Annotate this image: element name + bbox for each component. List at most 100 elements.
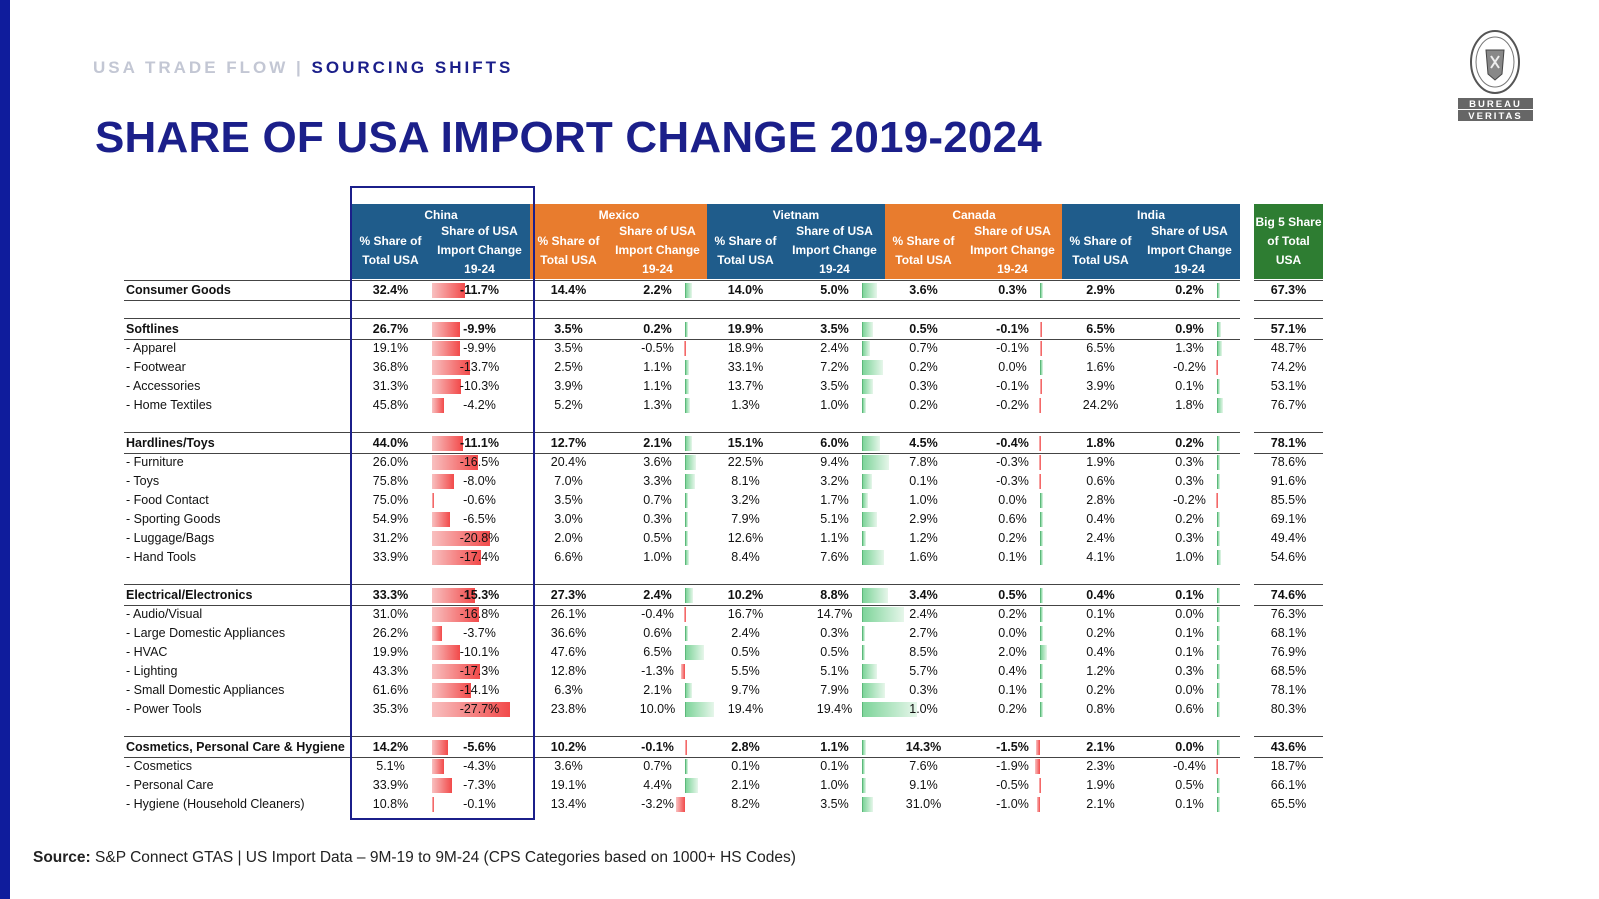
- share-total-cell: 2.8%: [731, 740, 760, 754]
- change-bar: [862, 283, 877, 298]
- change-bar: [1040, 645, 1047, 660]
- change-bar: [1217, 778, 1220, 793]
- group-under-rule: [124, 339, 1240, 340]
- import-change-cell: 0.0%: [1175, 740, 1204, 754]
- change-bar: [1217, 474, 1220, 489]
- import-change-cell: 10.0%: [639, 702, 676, 716]
- big5-share-cell: 66.1%: [1270, 778, 1307, 792]
- left-accent-bar: [0, 0, 10, 899]
- change-bar: [1040, 550, 1043, 565]
- import-change-cell: 14.7%: [816, 607, 853, 621]
- change-bar: [432, 778, 453, 793]
- share-total-cell: 0.2%: [1086, 683, 1115, 697]
- change-bar: [862, 512, 878, 527]
- change-bar: [685, 322, 688, 337]
- share-total-cell: 5.5%: [731, 664, 760, 678]
- share-total-subheader: % Share of Total USA: [714, 234, 777, 267]
- change-bar: [862, 740, 867, 755]
- import-change-cell: 9.4%: [820, 455, 849, 469]
- change-bar: [432, 455, 479, 470]
- import-change-cell: -4.3%: [463, 759, 496, 773]
- import-change-subheader: Share of USA Import Change 19-24: [437, 224, 522, 276]
- import-change-cell: 1.1%: [643, 360, 672, 374]
- subcategory-row-label: - Footwear: [126, 360, 186, 374]
- import-change-cell: -0.1%: [996, 322, 1029, 336]
- import-change-cell: -0.1%: [996, 341, 1029, 355]
- share-total-cell: 2.5%: [554, 360, 583, 374]
- share-total-cell: 10.2%: [727, 588, 764, 602]
- share-total-cell: 54.9%: [372, 512, 409, 526]
- source-footnote: Source: S&P Connect GTAS | US Import Dat…: [33, 849, 796, 867]
- change-bar: [1039, 341, 1042, 356]
- share-total-cell: 36.6%: [550, 626, 587, 640]
- group-under-rule: [124, 300, 1240, 301]
- change-bar: [862, 778, 866, 793]
- share-total-cell: 14.0%: [727, 283, 764, 297]
- import-change-cell: 1.0%: [1175, 550, 1204, 564]
- import-change-cell: 1.3%: [643, 398, 672, 412]
- group-top-rule-big5: [1254, 584, 1323, 585]
- import-change-cell: 3.5%: [820, 322, 849, 336]
- share-total-cell: 23.8%: [550, 702, 587, 716]
- group-top-rule: [124, 432, 1240, 433]
- import-change-cell: 0.0%: [1175, 607, 1204, 621]
- import-change-cell: 0.1%: [820, 759, 849, 773]
- import-change-cell: 3.6%: [643, 455, 672, 469]
- import-change-cell: 3.5%: [820, 797, 849, 811]
- big5-share-cell: 69.1%: [1270, 512, 1307, 526]
- import-change-cell: 6.0%: [820, 436, 849, 450]
- big5-share-cell: 78.1%: [1270, 683, 1307, 697]
- change-bar: [1217, 512, 1220, 527]
- share-total-cell: 0.8%: [1086, 702, 1115, 716]
- import-change-cell: 3.3%: [643, 474, 672, 488]
- change-bar: [685, 512, 688, 527]
- logo-line1: BUREAU: [1469, 99, 1522, 110]
- subcategory-row-label: - Hygiene (Household Cleaners): [126, 797, 305, 811]
- import-change-cell: -16.5%: [459, 455, 500, 469]
- share-total-cell: 5.2%: [554, 398, 583, 412]
- import-change-cell: 0.3%: [1175, 531, 1204, 545]
- import-change-cell: -1.3%: [641, 664, 674, 678]
- big5-share-cell: 76.3%: [1270, 607, 1307, 621]
- big5-share-cell: 65.5%: [1270, 797, 1307, 811]
- import-change-cell: -15.3%: [459, 588, 500, 602]
- change-bar: [1217, 664, 1220, 679]
- change-bar: [862, 645, 865, 660]
- share-total-cell: 35.3%: [372, 702, 409, 716]
- change-bar: [432, 683, 472, 698]
- share-total-cell: 12.8%: [550, 664, 587, 678]
- change-bar: [685, 778, 699, 793]
- change-bar: [1217, 797, 1220, 812]
- import-change-cell: -0.2%: [1173, 493, 1206, 507]
- change-bar: [862, 607, 905, 622]
- share-total-cell: 2.4%: [731, 626, 760, 640]
- change-bar: [1039, 398, 1042, 413]
- share-total-cell: 7.9%: [731, 512, 760, 526]
- change-bar: [1039, 455, 1042, 470]
- import-change-cell: 0.1%: [998, 550, 1027, 564]
- change-bar: [685, 531, 688, 546]
- import-change-cell: 3.2%: [820, 474, 849, 488]
- share-total-cell: 1.9%: [1086, 778, 1115, 792]
- import-change-cell: 0.3%: [643, 512, 672, 526]
- import-change-cell: -11.7%: [460, 283, 499, 297]
- import-change-cell: 1.8%: [1175, 398, 1204, 412]
- change-bar: [685, 379, 690, 394]
- change-bar: [862, 683, 886, 698]
- share-total-cell: 1.9%: [1086, 455, 1115, 469]
- import-change-cell: 0.1%: [1175, 588, 1204, 602]
- group-top-rule-big5: [1254, 736, 1323, 737]
- share-total-cell: 8.5%: [909, 645, 938, 659]
- change-bar: [1217, 322, 1221, 337]
- import-change-cell: 0.4%: [998, 664, 1027, 678]
- share-total-cell: 0.5%: [731, 645, 760, 659]
- change-bar: [1040, 607, 1043, 622]
- change-bar: [1217, 607, 1220, 622]
- import-change-cell: 0.7%: [643, 759, 672, 773]
- change-bar: [862, 379, 873, 394]
- change-bar: [432, 283, 465, 298]
- change-bar: [432, 645, 461, 660]
- import-change-cell: 5.1%: [820, 664, 849, 678]
- change-bar: [862, 759, 865, 774]
- import-change-cell: -0.2%: [996, 398, 1029, 412]
